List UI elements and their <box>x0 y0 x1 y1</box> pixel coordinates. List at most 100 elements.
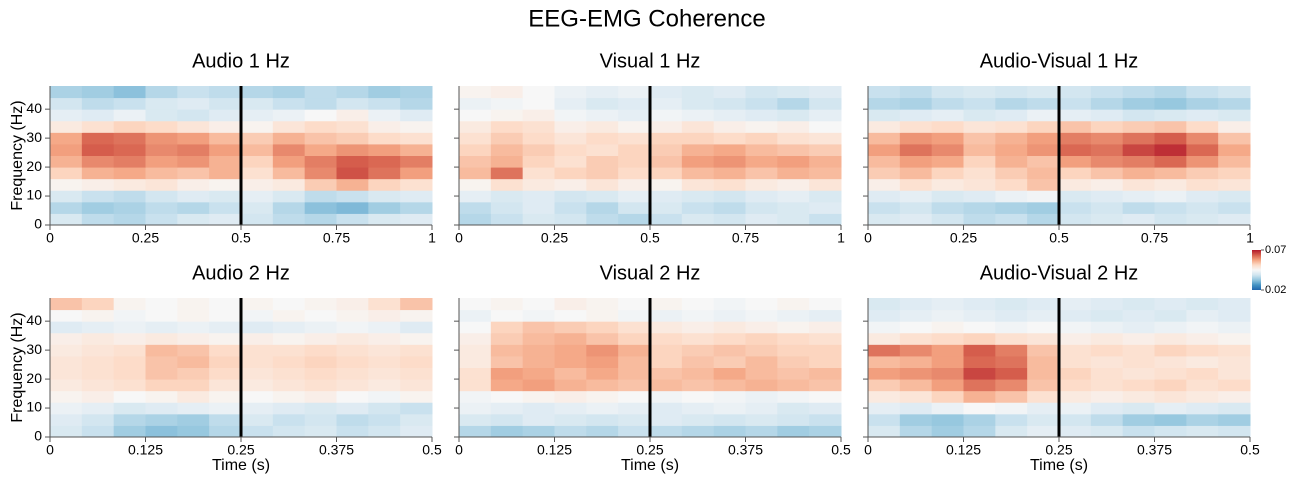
heatmap-cell <box>963 132 996 145</box>
heatmap-cell <box>145 109 178 122</box>
heatmap-cell <box>809 402 842 415</box>
heatmap-cell <box>586 379 619 392</box>
heatmap-cell <box>1090 379 1124 392</box>
heatmap-cell <box>713 132 746 145</box>
heatmap-cell <box>145 425 178 438</box>
heatmap-cell <box>1154 132 1187 145</box>
heatmap-cell <box>1090 298 1124 311</box>
heatmap-cell <box>1090 143 1124 156</box>
heatmap-cell <box>931 413 964 426</box>
heatmap-cell <box>177 379 210 392</box>
heatmap-cell <box>586 167 619 180</box>
heatmap-cell <box>145 344 178 357</box>
heatmap-cell <box>681 355 715 368</box>
heatmap-cell <box>522 355 555 368</box>
heatmap-cell <box>368 120 401 133</box>
y-axis-label: Frequency (Hz) <box>9 100 26 210</box>
heatmap-cell <box>368 413 401 426</box>
heatmap-cell <box>145 390 178 403</box>
heatmap-cell <box>272 109 306 122</box>
heatmap-cell <box>522 155 555 168</box>
heatmap-cell <box>522 120 555 133</box>
y-tick-label: 0 <box>34 216 42 232</box>
heatmap-cell <box>931 167 964 180</box>
heatmap-cell <box>522 213 555 226</box>
heatmap-cell <box>868 201 901 214</box>
heatmap-cell <box>681 97 715 110</box>
heatmap-cell <box>241 201 274 214</box>
heatmap-cell <box>1027 309 1060 322</box>
heatmap-cell <box>1218 332 1251 345</box>
heatmap-cell <box>1059 298 1092 311</box>
heatmap-cell <box>1218 167 1251 180</box>
heatmap-cell <box>1186 309 1219 322</box>
heatmap-cell <box>963 425 996 438</box>
heatmap-cell <box>554 167 587 180</box>
heatmap-cell <box>81 413 115 426</box>
heatmap-cell <box>522 321 555 334</box>
heatmap-cell <box>336 132 369 145</box>
x-tick-label: 0.75 <box>323 230 350 246</box>
heatmap-cell <box>177 332 210 345</box>
heatmap-cell <box>1154 332 1187 345</box>
heatmap-cell <box>304 97 337 110</box>
heatmap-cell <box>650 309 683 322</box>
heatmap-cell <box>1122 344 1155 357</box>
heatmap-cell <box>899 132 933 145</box>
heatmap-cell <box>1090 332 1124 345</box>
heatmap-cell <box>995 86 1028 99</box>
heatmap-cell <box>241 344 274 357</box>
heatmap-cell <box>145 321 178 334</box>
x-tick-label: 0.125 <box>128 442 163 458</box>
heatmap-cell <box>586 86 619 99</box>
heatmap-cell <box>745 379 778 392</box>
heatmap-cell <box>650 167 683 180</box>
heatmap-cell <box>995 213 1028 226</box>
heatmap-cell <box>681 143 715 156</box>
heatmap-cell <box>777 167 810 180</box>
heatmap-cell <box>650 201 683 214</box>
heatmap-cell <box>650 379 683 392</box>
heatmap-cell <box>931 425 964 438</box>
heatmap-cell <box>81 379 115 392</box>
heatmap-cell <box>1059 167 1092 180</box>
heatmap-cell <box>50 425 83 438</box>
heatmap-cell <box>681 86 715 99</box>
heatmap-cell <box>586 109 619 122</box>
heatmap-cell <box>336 109 369 122</box>
heatmap-cell <box>400 120 433 133</box>
heatmap-cell <box>400 167 433 180</box>
heatmap-cell <box>1059 321 1092 334</box>
heatmap-cell <box>745 344 778 357</box>
heatmap-cell <box>50 390 83 403</box>
heatmap-cell <box>145 367 178 380</box>
heatmap-cell <box>241 213 274 226</box>
heatmap-cell <box>1186 344 1219 357</box>
heatmap-cell <box>50 132 83 145</box>
heatmap-cell <box>650 109 683 122</box>
panel-title: Audio 2 Hz <box>192 262 290 284</box>
heatmap-cell <box>400 132 433 145</box>
heatmap-cell <box>1059 379 1092 392</box>
heatmap-cell <box>868 390 901 403</box>
heatmap-cell <box>177 402 210 415</box>
heatmap-cell <box>809 155 842 168</box>
heatmap-cell <box>400 402 433 415</box>
heatmap-cell <box>522 109 555 122</box>
heatmap-cell <box>868 367 901 380</box>
heatmap-cell <box>1090 155 1124 168</box>
x-tick-label: 0 <box>455 230 463 246</box>
heatmap-cell <box>899 167 933 180</box>
heatmap-cell <box>1154 379 1187 392</box>
heatmap-cell <box>713 344 746 357</box>
heatmap-cell <box>304 167 337 180</box>
heatmap-cell <box>368 178 401 191</box>
heatmap-cell <box>1186 86 1219 99</box>
heatmap-cell <box>177 321 210 334</box>
heatmap-cell <box>1122 309 1155 322</box>
heatmap-cell <box>113 120 146 133</box>
heatmap-cell <box>931 379 964 392</box>
heatmap-cell <box>745 167 778 180</box>
heatmap-cell <box>209 321 242 334</box>
heatmap-cell <box>963 213 996 226</box>
